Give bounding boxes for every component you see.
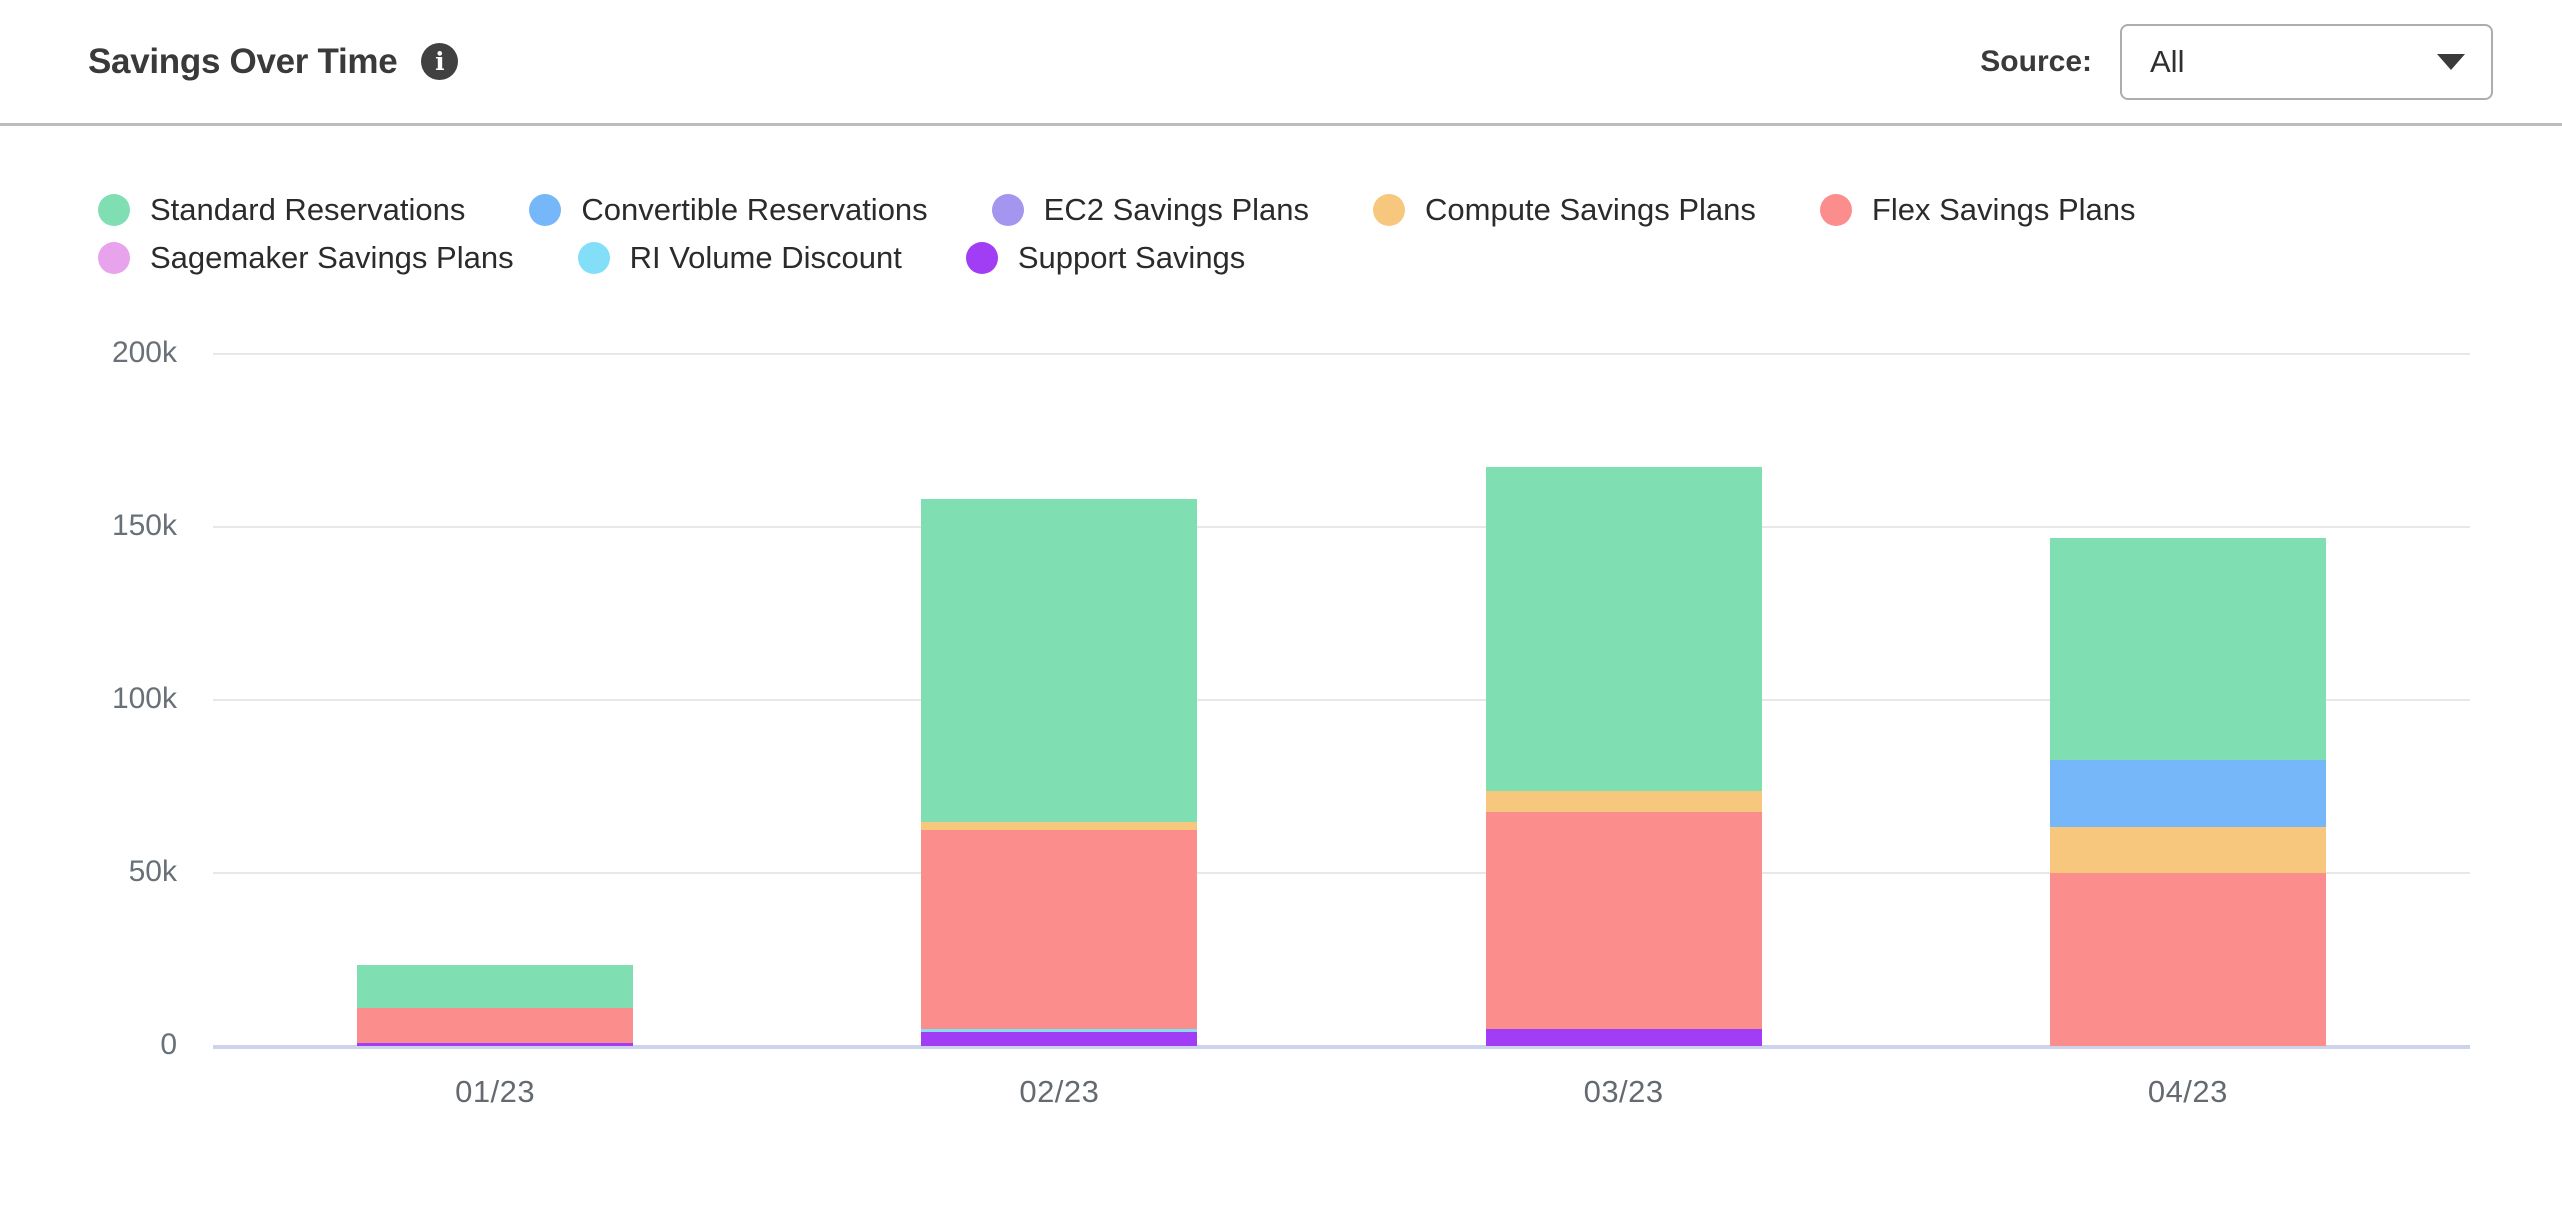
x-axis-tick-label: 02/23 xyxy=(1019,1074,1100,1109)
source-label: Source: xyxy=(1980,44,2092,78)
legend-item[interactable]: EC2 Savings Plans xyxy=(991,190,1310,230)
legend-item[interactable]: Flex Savings Plans xyxy=(1819,190,2136,230)
y-axis-tick-label: 50k xyxy=(128,855,177,888)
legend-label: RI Volume Discount xyxy=(629,240,902,275)
y-axis-tick-label: 150k xyxy=(111,509,177,542)
legend-label: Convertible Reservations xyxy=(581,192,928,227)
bar-segment[interactable] xyxy=(1485,467,1762,791)
legend-label: Standard Reservations xyxy=(150,192,466,227)
legend-item[interactable]: RI Volume Discount xyxy=(577,238,902,278)
legend-label: Compute Savings Plans xyxy=(1425,192,1756,227)
bar-segment[interactable] xyxy=(921,822,1198,831)
y-axis-tick-label: 200k xyxy=(111,336,177,369)
legend-dot-icon xyxy=(529,194,562,226)
bar-segment[interactable] xyxy=(2049,538,2326,760)
gridline xyxy=(213,353,2470,355)
bar-segment[interactable] xyxy=(357,1007,634,1043)
legend-item[interactable]: Support Savings xyxy=(965,238,1246,278)
legend-dot-icon xyxy=(98,242,130,274)
bar-segment[interactable] xyxy=(921,499,1198,823)
x-axis-line xyxy=(213,1045,2470,1049)
bar-segment[interactable] xyxy=(2049,759,2326,827)
legend-label: Support Savings xyxy=(1017,240,1246,275)
legend-label: Flex Savings Plans xyxy=(1871,192,2136,227)
bar-segment[interactable] xyxy=(2049,873,2326,1046)
bar-segment[interactable] xyxy=(2049,826,2326,873)
gridline xyxy=(213,872,2470,874)
x-axis-tick-label: 03/23 xyxy=(1583,1074,1664,1109)
y-axis-tick-label: 100k xyxy=(111,682,177,715)
y-axis-tick-label: 0 xyxy=(160,1028,177,1061)
x-axis-tick-label: 01/23 xyxy=(455,1074,536,1109)
source-dropdown-value: All xyxy=(2150,43,2185,79)
legend-item[interactable]: Compute Savings Plans xyxy=(1373,190,1756,230)
bar-segment[interactable] xyxy=(1485,790,1762,813)
gridline xyxy=(213,526,2470,528)
legend-dot-icon xyxy=(1819,194,1852,226)
x-axis-tick-label: 04/23 xyxy=(2147,1074,2228,1109)
legend-label: EC2 Savings Plans xyxy=(1043,192,1310,227)
legend-dot-icon xyxy=(991,194,1024,226)
source-dropdown[interactable]: All xyxy=(2120,23,2493,100)
bar-segment[interactable] xyxy=(1485,1029,1762,1046)
legend-dot-icon xyxy=(1373,194,1406,226)
legend-label: Sagemaker Savings Plans xyxy=(150,240,514,275)
bar-segment[interactable] xyxy=(921,1029,1198,1032)
bar-segment[interactable] xyxy=(921,1031,1198,1046)
panel-header: Savings Over Time i Source: All xyxy=(0,0,2562,126)
gridline xyxy=(213,699,2470,701)
legend-item[interactable]: Sagemaker Savings Plans xyxy=(98,238,514,278)
chart-legend: Standard Reservations Convertible Reserva… xyxy=(98,190,2478,278)
legend-item[interactable]: Convertible Reservations xyxy=(529,190,928,230)
legend-dot-icon xyxy=(98,194,130,226)
source-filter: Source: All xyxy=(1980,23,2493,100)
bar-segment[interactable] xyxy=(921,830,1198,1030)
chevron-down-icon xyxy=(2437,53,2465,70)
legend-item[interactable]: Standard Reservations xyxy=(98,190,465,230)
page-title: Savings Over Time xyxy=(88,41,398,81)
bar-segment[interactable] xyxy=(357,965,634,1008)
legend-dot-icon xyxy=(577,242,610,274)
bar-segment[interactable] xyxy=(357,1042,634,1046)
info-icon[interactable]: i xyxy=(421,43,459,80)
legend-dot-icon xyxy=(965,242,998,274)
bar-segment[interactable] xyxy=(1485,812,1762,1030)
